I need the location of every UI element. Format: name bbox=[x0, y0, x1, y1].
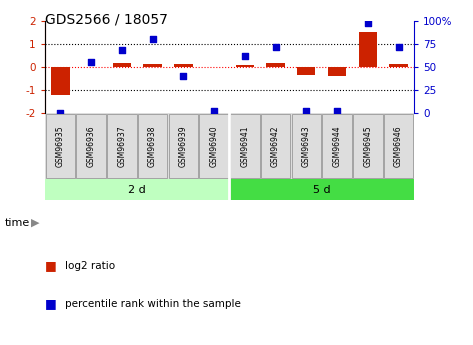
FancyBboxPatch shape bbox=[261, 114, 290, 178]
Text: GSM96945: GSM96945 bbox=[363, 125, 372, 167]
FancyBboxPatch shape bbox=[199, 114, 229, 178]
FancyBboxPatch shape bbox=[230, 114, 260, 178]
Text: GSM96946: GSM96946 bbox=[394, 125, 403, 167]
FancyBboxPatch shape bbox=[107, 114, 137, 178]
Text: GSM96942: GSM96942 bbox=[271, 125, 280, 167]
Point bbox=[57, 110, 64, 116]
FancyBboxPatch shape bbox=[384, 114, 413, 178]
Text: GSM96938: GSM96938 bbox=[148, 125, 157, 167]
FancyBboxPatch shape bbox=[229, 179, 414, 200]
Point bbox=[272, 44, 279, 49]
Bar bbox=[328, 67, 346, 76]
Point bbox=[241, 53, 249, 59]
Text: time: time bbox=[5, 218, 30, 227]
Text: GSM96941: GSM96941 bbox=[240, 125, 249, 167]
Bar bbox=[389, 64, 408, 67]
Bar bbox=[143, 64, 162, 67]
Text: 5 d: 5 d bbox=[313, 185, 331, 195]
Text: GSM96939: GSM96939 bbox=[179, 125, 188, 167]
Text: ■: ■ bbox=[45, 259, 57, 272]
Text: GSM96936: GSM96936 bbox=[87, 125, 96, 167]
Bar bbox=[297, 67, 315, 75]
Text: 2 d: 2 d bbox=[128, 185, 146, 195]
Text: log2 ratio: log2 ratio bbox=[65, 261, 115, 270]
FancyBboxPatch shape bbox=[45, 114, 75, 178]
Text: GSM96937: GSM96937 bbox=[117, 125, 126, 167]
FancyBboxPatch shape bbox=[353, 114, 383, 178]
FancyBboxPatch shape bbox=[138, 114, 167, 178]
Text: ▶: ▶ bbox=[31, 218, 39, 227]
Point bbox=[394, 44, 402, 49]
Text: percentile rank within the sample: percentile rank within the sample bbox=[65, 299, 241, 308]
Point bbox=[118, 48, 126, 53]
Point bbox=[210, 108, 218, 114]
Point bbox=[180, 73, 187, 79]
Point bbox=[149, 37, 156, 42]
FancyBboxPatch shape bbox=[45, 179, 229, 200]
Bar bbox=[113, 63, 131, 67]
Point bbox=[87, 59, 95, 65]
Bar bbox=[51, 67, 70, 95]
Text: GSM96935: GSM96935 bbox=[56, 125, 65, 167]
FancyBboxPatch shape bbox=[322, 114, 352, 178]
Text: GSM96940: GSM96940 bbox=[210, 125, 219, 167]
Text: ■: ■ bbox=[45, 297, 57, 310]
Bar bbox=[266, 63, 285, 67]
Text: GDS2566 / 18057: GDS2566 / 18057 bbox=[45, 12, 168, 26]
FancyBboxPatch shape bbox=[291, 114, 321, 178]
Bar bbox=[236, 65, 254, 67]
FancyBboxPatch shape bbox=[76, 114, 106, 178]
Text: GSM96943: GSM96943 bbox=[302, 125, 311, 167]
Bar bbox=[359, 32, 377, 67]
Bar bbox=[174, 64, 193, 67]
Point bbox=[364, 20, 372, 25]
Text: GSM96944: GSM96944 bbox=[333, 125, 342, 167]
FancyBboxPatch shape bbox=[168, 114, 198, 178]
Point bbox=[333, 108, 341, 114]
Point bbox=[303, 108, 310, 114]
